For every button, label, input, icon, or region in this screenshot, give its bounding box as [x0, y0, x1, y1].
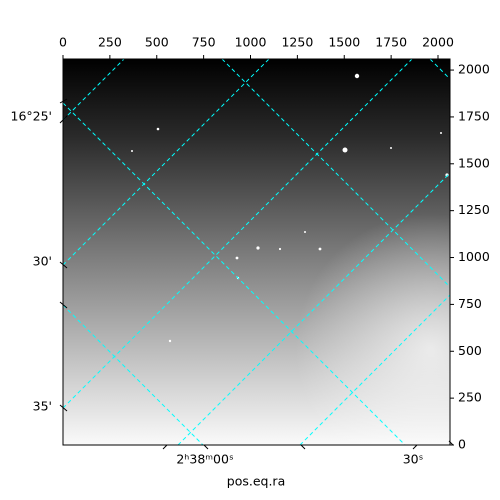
x-tick-label: 500: [145, 35, 169, 50]
y-tick-label: 2000: [458, 62, 490, 77]
dec-tick-label: 35': [33, 399, 52, 414]
x-tick-label: 250: [98, 35, 122, 50]
dec-tick: [59, 404, 68, 412]
image: [63, 59, 450, 445]
x-tick-label: 1750: [375, 35, 407, 50]
stars: [131, 73, 449, 343]
dec-tick-label: 16°25': [11, 109, 53, 124]
y-tick-label: 1250: [458, 202, 490, 217]
x-axis-label: pos.eq.ra: [227, 474, 285, 489]
ra-tick: [203, 444, 209, 450]
x-tick-label: 0: [59, 35, 67, 50]
coordinate-grid: [63, 59, 450, 445]
x-tick-label: 1250: [281, 35, 313, 50]
x-tick-label: 1000: [235, 35, 267, 50]
x-tick-label: 750: [192, 35, 216, 50]
y-tick-label: 1750: [458, 108, 490, 123]
ra-tick: [412, 444, 418, 450]
dec-tick: [59, 98, 68, 104]
frame: [62, 58, 451, 446]
x-tick-label: 2000: [422, 35, 454, 50]
dec-tick-label: 30': [33, 254, 52, 269]
dec-tick: [59, 301, 68, 309]
ra-tick-label: 2ʰ38ᵐ00ˢ: [176, 452, 233, 467]
ra-tick: [162, 444, 168, 450]
ra-tick: [448, 440, 454, 446]
x-tick-label: 1500: [328, 35, 360, 50]
y-tick-label: 750: [458, 296, 482, 311]
dec-tick: [59, 261, 68, 269]
dec-tick: [59, 115, 68, 124]
y-tick-label: 1500: [458, 155, 490, 170]
ra-tick-label: 30ˢ: [403, 452, 424, 467]
y-tick-label: 0: [458, 437, 466, 452]
y-tick-label: 500: [458, 343, 482, 358]
y-tick-label: 250: [458, 390, 482, 405]
ra-tick: [300, 444, 306, 450]
y-tick-label: 1000: [458, 249, 490, 264]
